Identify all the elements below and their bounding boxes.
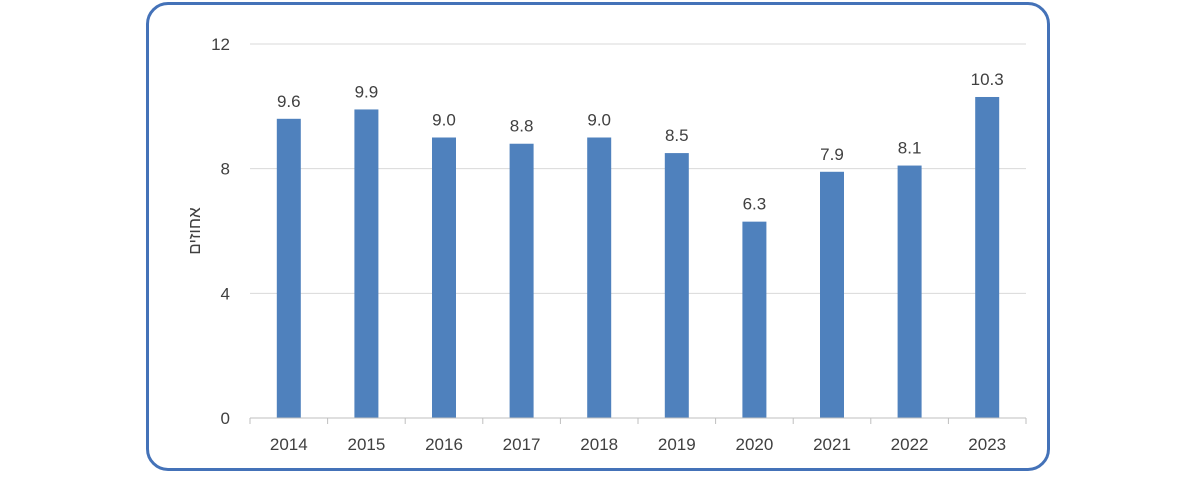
data-label: 8.5 [665,126,689,145]
bar [975,96,1000,418]
y-axis-title: אחוזים [185,207,204,255]
x-tick-label: 2018 [580,435,618,454]
bar [587,137,612,418]
data-label: 9.0 [587,111,611,130]
data-label: 9.0 [432,111,456,130]
y-tick-label: 8 [221,160,230,179]
y-tick-label: 12 [211,35,230,54]
data-label: 7.9 [820,145,844,164]
bar [897,165,922,418]
y-tick-label: 4 [221,284,230,303]
y-tick-label: 0 [221,409,230,428]
data-label: 8.8 [510,117,534,136]
bar [432,137,456,418]
data-label: 9.6 [277,92,301,111]
data-label: 6.3 [743,195,767,214]
data-label: 8.1 [898,139,922,158]
bar [664,153,689,419]
x-tick-label: 2015 [347,435,385,454]
bar [742,221,767,418]
x-tick-label: 2020 [735,435,773,454]
x-tick-label: 2014 [270,435,308,454]
bar [509,143,534,418]
x-tick-label: 2019 [658,435,696,454]
x-tick-label: 2016 [425,435,463,454]
x-tick-label: 2023 [968,435,1006,454]
x-tick-label: 2021 [813,435,851,454]
x-tick-label: 2017 [503,435,541,454]
x-tick-label: 2022 [891,435,929,454]
bar [276,118,301,419]
data-label: 10.3 [971,70,1004,89]
data-label: 9.9 [355,82,379,101]
bar [820,171,844,418]
bar [354,109,379,418]
